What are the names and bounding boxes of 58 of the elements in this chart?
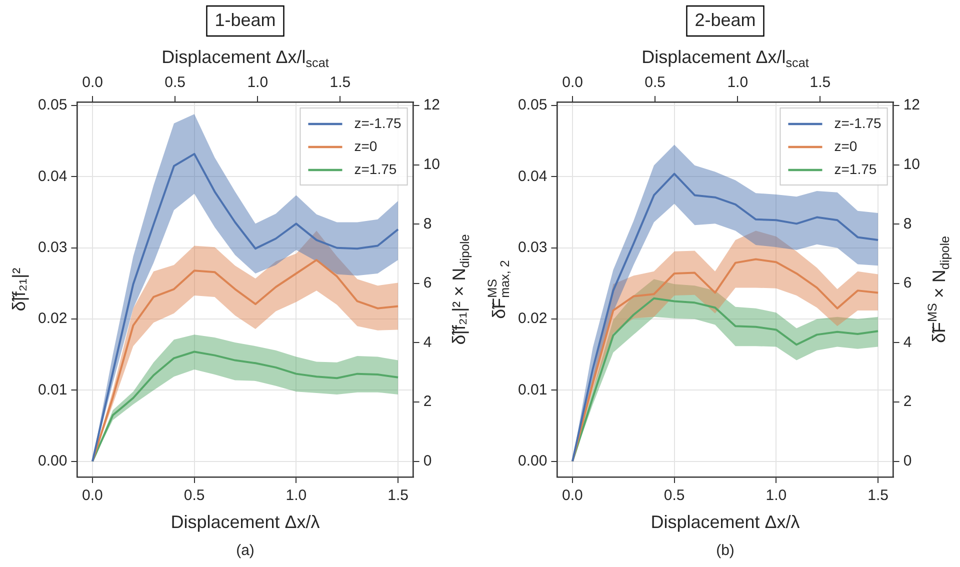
y2-tick-label: 2 [903, 393, 912, 410]
y-tick-label: 0.00 [518, 452, 548, 470]
y-tick-label: 0.05 [518, 96, 548, 114]
legend-label: z=0 [834, 138, 858, 154]
text: (b) [716, 542, 734, 560]
y2-tick-label: 8 [423, 215, 432, 232]
y-tick-label: 0.04 [518, 168, 548, 185]
x-tick-label: 0.5 [184, 487, 205, 504]
x2-tick-label: 0.0 [562, 74, 583, 92]
x-tick-label: 1.5 [868, 487, 888, 504]
text: (a) [236, 542, 254, 560]
legend-label: z=1.75 [354, 160, 397, 177]
y-tick-label: 0.01 [518, 381, 548, 398]
x2-tick-label: 0.0 [82, 74, 103, 92]
x2-tick-label: 0.5 [164, 74, 186, 92]
y2-tick-label: 10 [423, 156, 440, 173]
y2-tick-label: 2 [423, 393, 432, 410]
legend-label: z=-1.75 [834, 114, 882, 131]
legend-label: z=1.75 [834, 160, 877, 177]
y-tick-label: 0.02 [518, 310, 548, 328]
chart-title: 2-beam [694, 10, 756, 30]
y2-tick-label: 12 [423, 96, 440, 114]
y-axis-title: δ̃Fmax, 2MS [485, 260, 512, 319]
x2-tick-label: 1.5 [810, 74, 831, 92]
y2-tick-label: 12 [903, 96, 920, 114]
y-axis-title: δ̃|f₂₁|² [8, 268, 29, 312]
x2-tick-label: 1.5 [330, 74, 351, 92]
legend-label: z=0 [354, 138, 378, 154]
x-axis-title: Displacement Δx/λ [170, 512, 320, 532]
y-tick-label: 0.03 [38, 239, 68, 256]
legend-label: z=-1.75 [354, 114, 402, 131]
x-tick-label: 1.0 [286, 487, 307, 504]
y2-tick-label: 4 [423, 334, 432, 351]
x-axis-title: Displacement Δx/λ [650, 512, 800, 532]
y2-tick-label: 4 [903, 334, 912, 351]
x-tick-label: 1.0 [766, 487, 787, 504]
y2-tick-label: 0 [903, 452, 912, 470]
y-tick-label: 0.02 [38, 310, 68, 328]
x2-tick-label: 1.0 [727, 74, 748, 92]
x2-tick-label: 0.5 [644, 74, 666, 92]
y-tick-label: 0.04 [38, 168, 68, 185]
x-tick-label: 0.5 [664, 487, 685, 504]
y2-tick-label: 6 [903, 274, 912, 292]
y2-tick-label: 6 [423, 274, 432, 292]
y2-tick-label: 0 [423, 452, 432, 470]
x-tick-label: 1.5 [388, 487, 408, 504]
y-tick-label: 0.03 [518, 239, 548, 256]
y2-axis-title: δ̃|f₂₁|² × Ndipole [448, 234, 472, 345]
y2-axis-title: δ̃FMS × Ndipole [925, 236, 952, 344]
y-tick-label: 0.01 [38, 381, 68, 398]
y2-tick-label: 10 [903, 156, 920, 173]
y-tick-label: 0.00 [38, 452, 68, 470]
y2-tick-label: 8 [903, 215, 912, 232]
chart-title: 1-beam [214, 10, 276, 30]
x-tick-label: 0.0 [562, 487, 583, 504]
x2-tick-label: 1.0 [247, 74, 268, 92]
x-tick-label: 0.0 [82, 487, 103, 504]
y-tick-label: 0.05 [38, 96, 68, 114]
